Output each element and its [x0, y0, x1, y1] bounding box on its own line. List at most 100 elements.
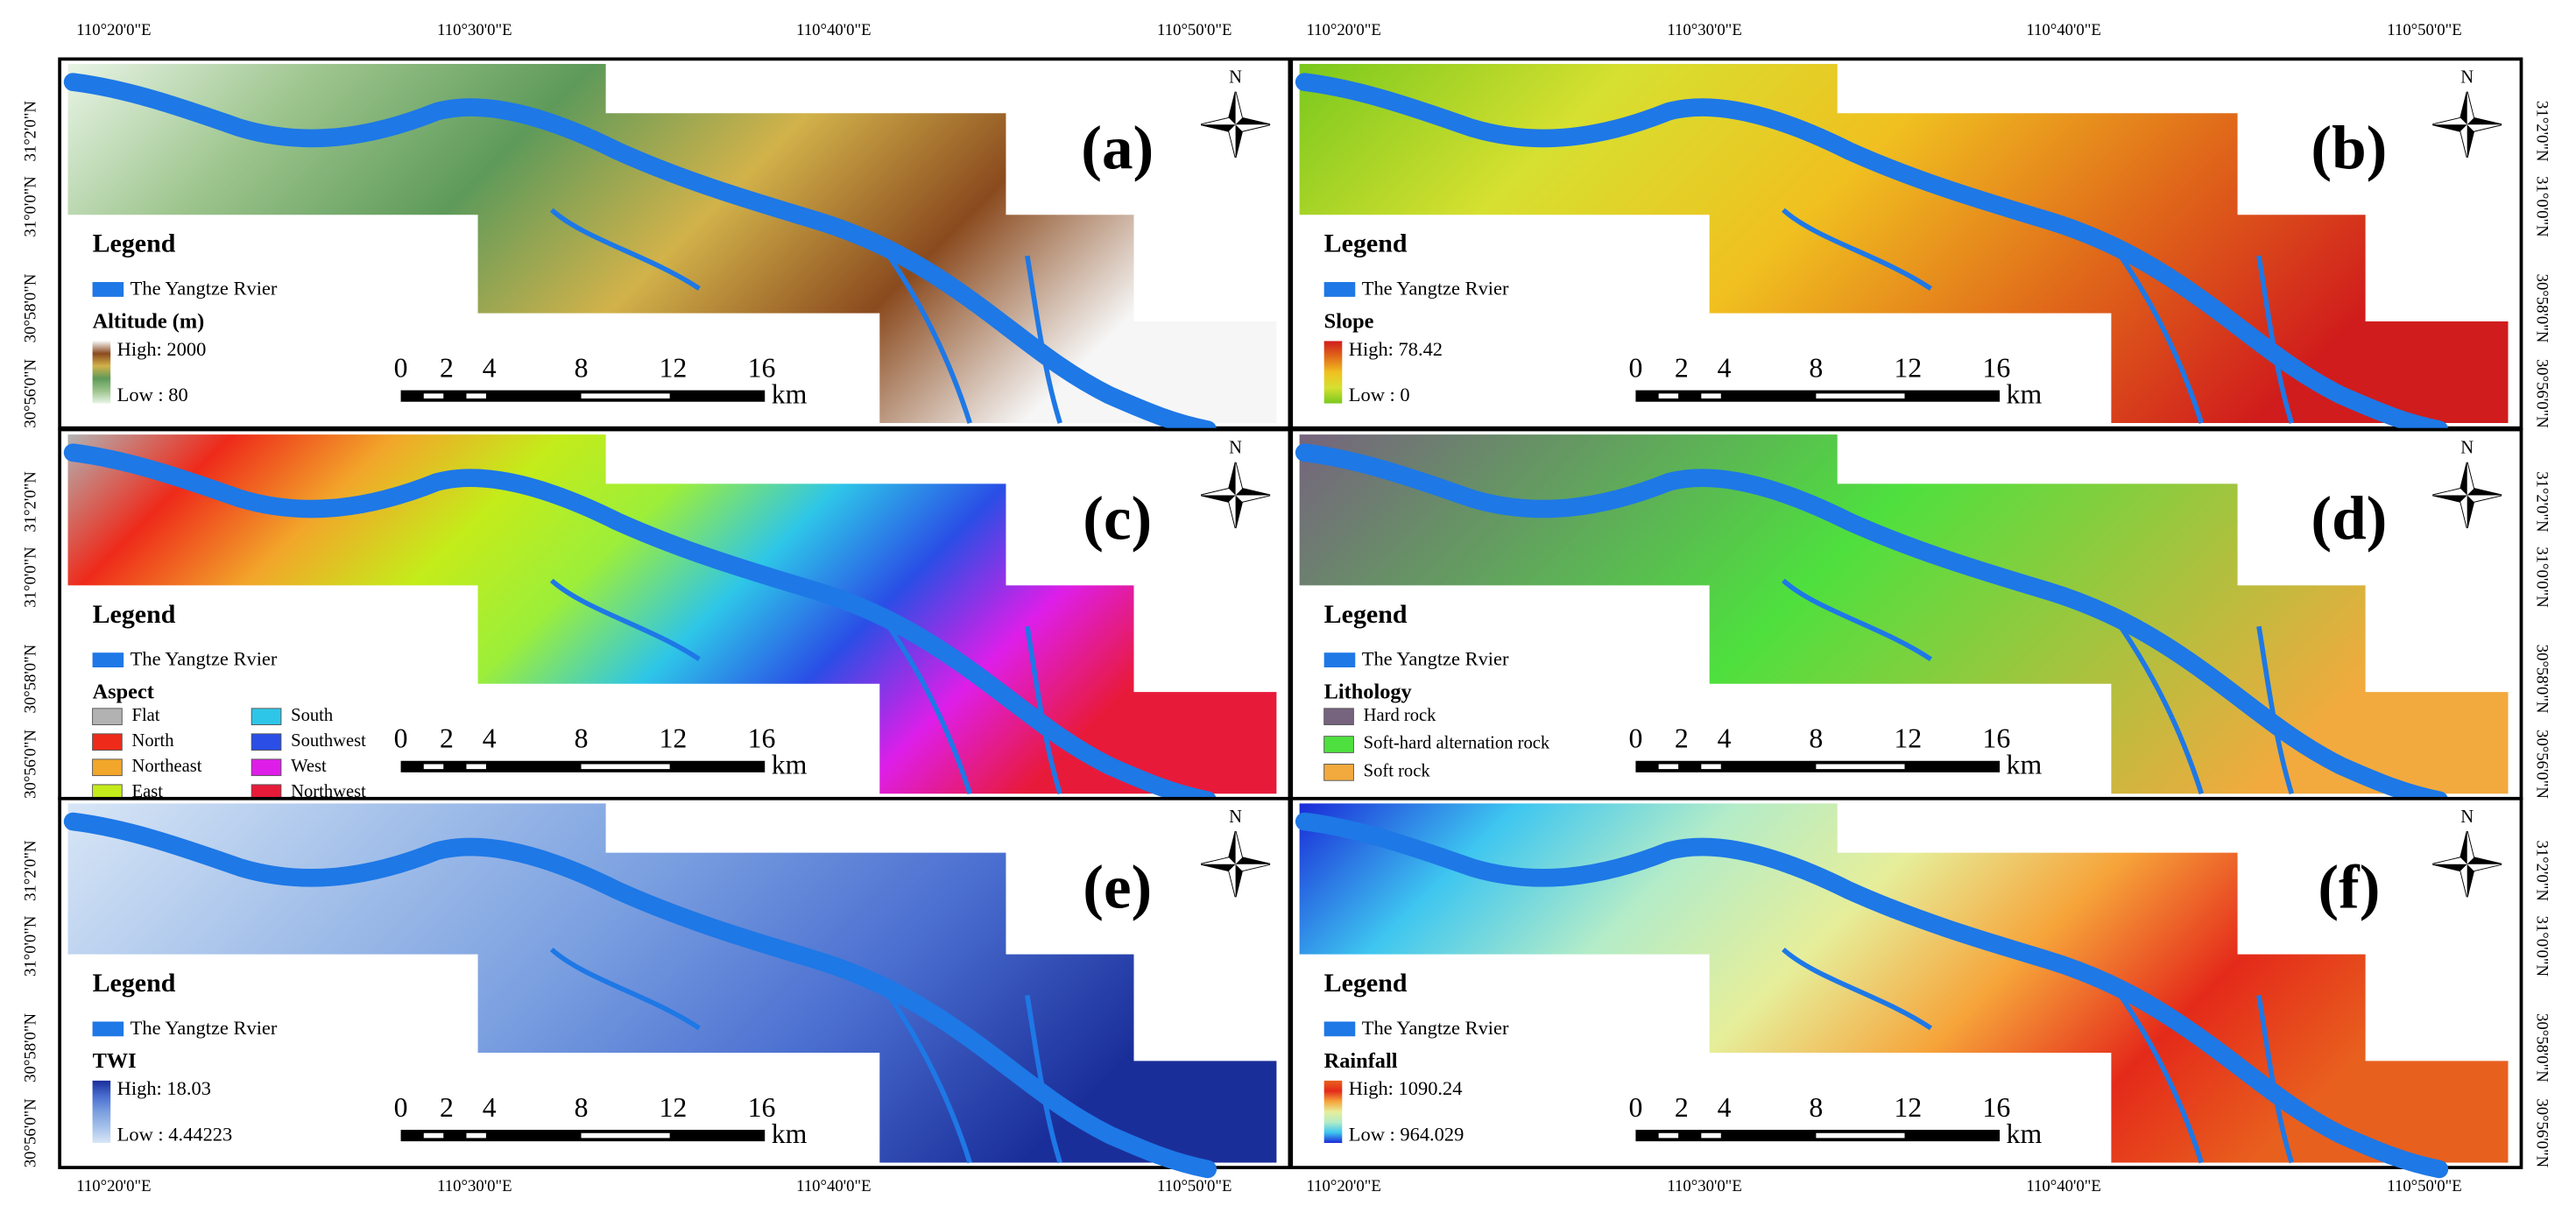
layer-title: Aspect: [93, 681, 154, 704]
bottom-coordinate-label: 110°30'0"E: [437, 1177, 512, 1195]
panel-label: (e): [1083, 854, 1152, 922]
right-coordinate-label: 31°2'0"N: [2533, 471, 2551, 532]
yangtze-river: [1295, 443, 2449, 809]
right-coordinate-label: 30°56'0"N: [2533, 730, 2551, 799]
left-coordinate-label: 30°58'0"N: [22, 644, 40, 713]
class-swatch: [251, 733, 282, 751]
north-label: N: [2460, 439, 2474, 458]
top-coordinate-label: 110°20'0"E: [1306, 21, 1380, 39]
terrain-layer: [67, 64, 1277, 424]
right-coordinate-label: 30°58'0"N: [2533, 645, 2551, 714]
right-coordinate-label: 31°0'0"N: [2533, 176, 2551, 237]
scale-label: 8: [1809, 723, 1823, 754]
scale-bar-segment: [1701, 393, 1721, 398]
scale-label: 2: [440, 723, 454, 754]
class-label: Northwest: [291, 782, 366, 801]
layer-title: Lithology: [1324, 681, 1412, 704]
north-arrow-light: [1201, 831, 1270, 898]
panel-label: (d): [2311, 484, 2387, 553]
river-label: The Yangtze Rvier: [1362, 648, 1509, 670]
scale-label: 16: [1982, 352, 2010, 383]
scale-label: 8: [1809, 352, 1823, 383]
bottom-coordinate-label: 110°50'0"E: [2387, 1177, 2461, 1195]
north-label: N: [1229, 807, 1242, 827]
river-swatch: [92, 1021, 124, 1037]
tributary: [549, 208, 1062, 424]
legend-title: Legend: [1324, 969, 1408, 998]
top-coordinate-label: 110°40'0"E: [796, 21, 871, 39]
left-coordinate-label: 31°2'0"N: [22, 471, 40, 532]
scale-bar-segment: [423, 393, 444, 398]
color-ramp: [1323, 1080, 1343, 1144]
color-ramp: [92, 1080, 111, 1144]
color-ramp: [92, 341, 111, 404]
scale-unit: km: [2007, 378, 2043, 409]
bottom-coordinate-label: 110°40'0"E: [2026, 1177, 2100, 1195]
ramp-low-label: Low : 4.44223: [117, 1124, 233, 1146]
scale-bar-segment: [466, 764, 486, 770]
terrain-layer: [1299, 803, 2509, 1163]
left-coordinate-label: 30°56'0"N: [22, 358, 40, 427]
top-coordinate-label: 110°40'0"E: [2026, 21, 2100, 39]
scale-bar-segment: [581, 764, 670, 770]
tributary: [1782, 578, 2295, 795]
scale-label: 2: [1675, 723, 1689, 754]
right-coordinate-label: 31°0'0"N: [2533, 547, 2551, 608]
top-coordinate-label: 110°20'0"E: [76, 21, 151, 39]
scale-bar-segment: [1816, 764, 1905, 770]
scale-label: 16: [1982, 723, 2010, 754]
color-ramp: [1323, 341, 1343, 404]
river-swatch: [92, 282, 124, 297]
bottom-coordinate-label: 110°20'0"E: [76, 1177, 151, 1195]
scale-bar-segment: [466, 1132, 486, 1139]
river-label: The Yangtze Rvier: [1362, 278, 1509, 300]
ramp-high-label: High: 78.42: [1349, 338, 1443, 360]
scale-label: 12: [659, 352, 687, 383]
scale-label: 0: [394, 1092, 408, 1123]
scale-label: 8: [575, 723, 589, 754]
class-label: North: [132, 731, 175, 751]
scale-bar-segment: [1658, 393, 1679, 398]
tributary: [549, 578, 1062, 795]
class-label: West: [291, 757, 327, 776]
river-label: The Yangtze Rvier: [1362, 1017, 1509, 1039]
class-swatch: [251, 708, 282, 726]
scale-label: 4: [483, 352, 497, 383]
scale-label: 4: [1718, 1092, 1732, 1123]
right-coordinate-label: 30°56'0"N: [2533, 359, 2551, 428]
scale-label: 2: [1675, 1092, 1689, 1123]
layer-title: Slope: [1324, 309, 1374, 333]
river-swatch: [92, 652, 124, 668]
ramp-high-label: High: 18.03: [117, 1077, 211, 1099]
terrain-layer: [1299, 434, 2509, 794]
scale-bar-segment: [1658, 1132, 1679, 1139]
scale-label: 2: [1675, 352, 1689, 383]
scale-label: 0: [394, 352, 408, 383]
class-label: Northeast: [132, 757, 202, 776]
left-coordinate-label: 30°58'0"N: [22, 1013, 40, 1082]
left-coordinate-label: 31°2'0"N: [22, 840, 40, 901]
class-swatch: [1323, 764, 1354, 781]
scale-label: 2: [440, 1092, 454, 1123]
yangtze-river: [1295, 812, 2449, 1179]
scale-label: 0: [1628, 1092, 1642, 1123]
terrain-layer: [1299, 64, 2509, 424]
scale-label: 16: [1982, 1092, 2010, 1123]
scale-label: 0: [1628, 723, 1642, 754]
scale-unit: km: [2007, 1118, 2043, 1149]
tributary: [549, 947, 1062, 1164]
class-swatch: [1323, 708, 1354, 726]
yangtze-river: [63, 443, 1217, 809]
class-swatch: [92, 733, 123, 751]
scale-label: 0: [394, 723, 408, 754]
bottom-coordinate-label: 110°40'0"E: [796, 1177, 871, 1195]
scale-label: 4: [483, 723, 497, 754]
scale-label: 4: [483, 1092, 497, 1123]
ramp-high-label: High: 2000: [117, 338, 207, 360]
tributary: [1782, 947, 2295, 1164]
scale-bar-segment: [581, 1132, 670, 1139]
yangtze-river: [63, 73, 1217, 439]
top-coordinate-label: 110°30'0"E: [1667, 21, 1741, 39]
class-swatch: [92, 708, 123, 726]
right-coordinate-label: 30°58'0"N: [2533, 1013, 2551, 1082]
